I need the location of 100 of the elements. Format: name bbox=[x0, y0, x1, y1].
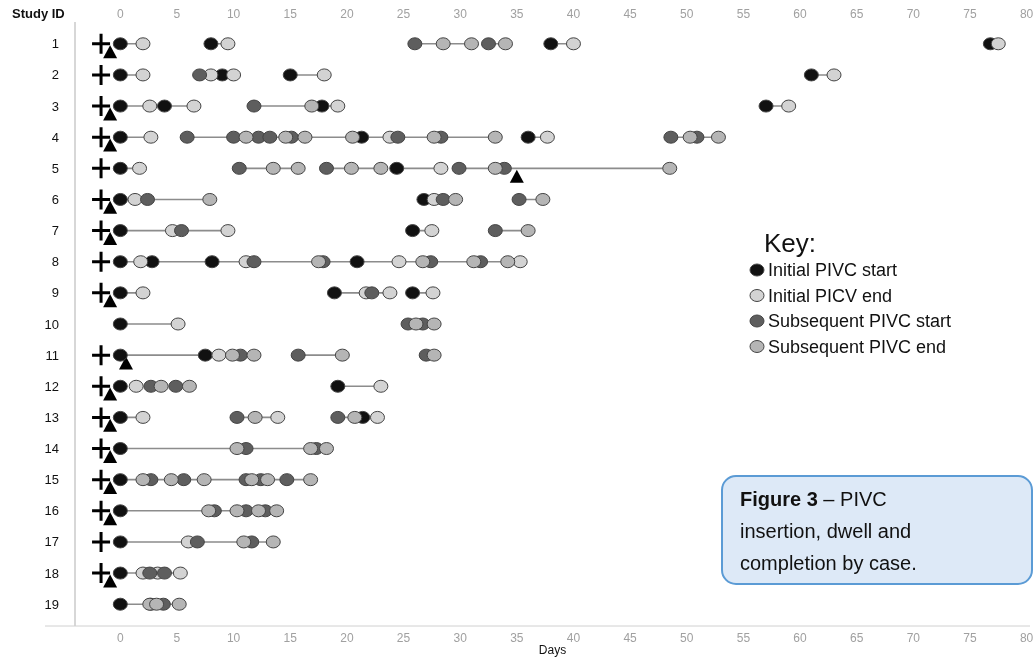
y-tick-label: 10 bbox=[44, 316, 59, 332]
point bbox=[500, 255, 516, 269]
point bbox=[231, 161, 247, 175]
point bbox=[246, 348, 262, 362]
point bbox=[103, 449, 118, 463]
point bbox=[92, 220, 111, 241]
point bbox=[990, 37, 1006, 51]
point bbox=[405, 286, 421, 300]
point bbox=[349, 255, 365, 269]
point bbox=[509, 169, 524, 183]
x-tick-label: 5 bbox=[173, 7, 181, 21]
point bbox=[112, 442, 128, 456]
point bbox=[142, 566, 158, 580]
point bbox=[326, 286, 342, 300]
point bbox=[103, 387, 118, 401]
y-tick-label: 17 bbox=[44, 534, 59, 550]
point bbox=[382, 286, 398, 300]
point bbox=[92, 33, 111, 54]
point bbox=[407, 37, 423, 51]
point bbox=[112, 68, 128, 82]
x-tick-label: 55 bbox=[736, 7, 751, 21]
point bbox=[92, 127, 111, 148]
point bbox=[682, 130, 698, 144]
point bbox=[112, 348, 128, 362]
legend-label: Initial PIVC start bbox=[768, 260, 898, 281]
point bbox=[92, 563, 111, 584]
point bbox=[157, 99, 172, 113]
y-tick-label: 14 bbox=[44, 441, 59, 457]
legend-label: Subsequent PIVC end bbox=[768, 336, 947, 357]
point bbox=[92, 189, 111, 210]
legend-label: Subsequent PIVC start bbox=[768, 311, 952, 332]
point bbox=[319, 161, 334, 175]
point bbox=[220, 224, 236, 238]
point bbox=[132, 161, 148, 175]
x-tick-label: 50 bbox=[680, 7, 694, 21]
point bbox=[390, 130, 406, 144]
point bbox=[511, 192, 527, 206]
point bbox=[663, 130, 679, 144]
x-tick-label: 60 bbox=[793, 7, 808, 21]
point bbox=[176, 473, 192, 487]
point bbox=[347, 410, 363, 424]
point bbox=[103, 231, 118, 245]
point bbox=[92, 345, 111, 366]
point bbox=[369, 410, 385, 424]
point bbox=[520, 224, 536, 238]
point bbox=[330, 99, 346, 113]
point bbox=[112, 255, 128, 269]
y-tick-label: 15 bbox=[44, 472, 59, 488]
point bbox=[168, 379, 184, 393]
point bbox=[448, 192, 464, 206]
point bbox=[373, 161, 389, 175]
point bbox=[238, 130, 254, 144]
x-tick-label: 45 bbox=[623, 7, 638, 21]
x2-tick-label: 15 bbox=[283, 631, 298, 645]
point bbox=[92, 376, 111, 397]
point bbox=[220, 37, 236, 51]
point bbox=[135, 68, 151, 82]
y-tick-label: 12 bbox=[44, 378, 59, 394]
point bbox=[246, 255, 262, 269]
legend-title: Key: bbox=[764, 228, 817, 258]
point bbox=[226, 68, 242, 82]
point bbox=[172, 566, 188, 580]
point bbox=[112, 286, 128, 300]
point bbox=[201, 504, 217, 518]
point bbox=[226, 130, 242, 144]
point bbox=[103, 200, 118, 214]
point bbox=[710, 130, 726, 144]
point bbox=[319, 442, 334, 456]
point bbox=[260, 473, 276, 487]
point bbox=[512, 255, 528, 269]
x-tick-label: 35 bbox=[510, 7, 524, 21]
point bbox=[112, 224, 128, 238]
point bbox=[389, 161, 405, 175]
x2-tick-label: 25 bbox=[396, 631, 411, 645]
point bbox=[133, 255, 149, 269]
point bbox=[425, 286, 441, 300]
point bbox=[92, 158, 111, 179]
point bbox=[103, 45, 118, 59]
point bbox=[543, 37, 559, 51]
point bbox=[480, 37, 496, 51]
point bbox=[112, 597, 128, 611]
x-tick-label: 75 bbox=[963, 7, 977, 21]
point bbox=[140, 192, 155, 206]
y-tick-label: 13 bbox=[44, 409, 59, 425]
point bbox=[229, 410, 245, 424]
point bbox=[290, 348, 306, 362]
point bbox=[112, 504, 128, 518]
point bbox=[197, 348, 213, 362]
y-tick-label: 16 bbox=[44, 503, 59, 519]
y-tick-label: 19 bbox=[44, 596, 59, 612]
legend-label: Initial PICV end bbox=[768, 285, 893, 306]
point bbox=[163, 473, 179, 487]
point bbox=[103, 512, 118, 526]
point bbox=[103, 107, 118, 121]
point bbox=[373, 379, 389, 393]
point bbox=[112, 130, 128, 144]
point bbox=[391, 255, 407, 269]
point bbox=[426, 130, 442, 144]
point bbox=[279, 473, 295, 487]
x2-tick-label: 5 bbox=[173, 631, 181, 645]
